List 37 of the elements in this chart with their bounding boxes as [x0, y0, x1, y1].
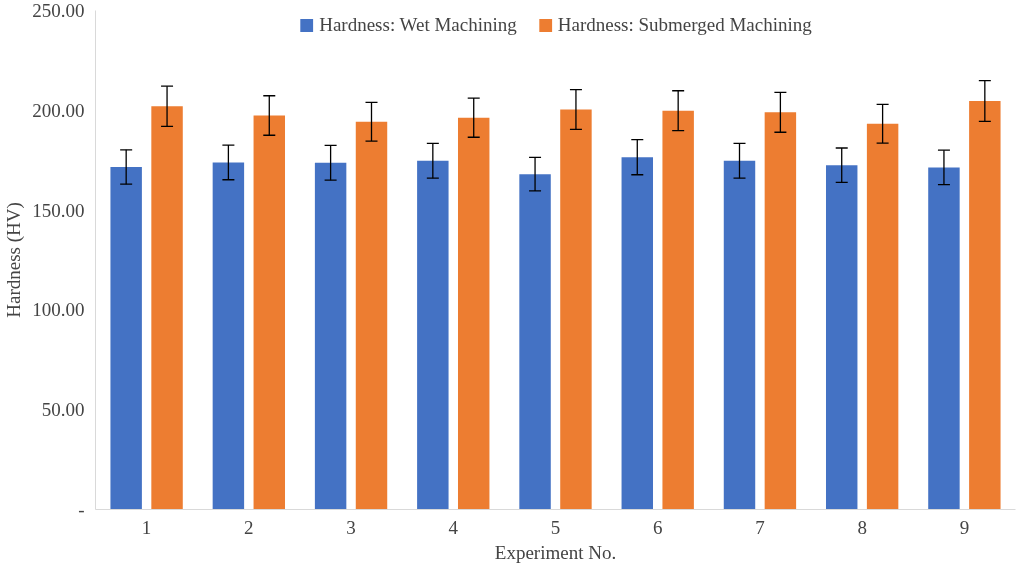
y-axis-title: Hardness (HV): [3, 202, 26, 318]
legend-label: Hardness: Submerged Machining: [557, 14, 812, 36]
bar: [928, 167, 960, 510]
x-tick-label: 6: [652, 516, 663, 538]
x-tick-label: 2: [244, 516, 254, 538]
x-tick-label: 3: [346, 516, 356, 538]
bar: [662, 110, 694, 510]
bar: [560, 109, 592, 510]
x-tick-label: 4: [448, 516, 459, 538]
x-tick-label: 8: [857, 516, 867, 538]
y-tick-label: 150.00: [32, 199, 85, 221]
bar: [969, 100, 1001, 510]
bar: [110, 166, 142, 510]
x-tick-label: 9: [959, 516, 970, 538]
bar: [826, 165, 858, 510]
bar: [355, 121, 388, 510]
bar: [253, 115, 285, 510]
bar: [458, 117, 490, 510]
legend-label: Hardness: Wet Machining: [319, 14, 517, 36]
bar: [866, 123, 899, 510]
bar: [723, 160, 756, 510]
bar: [764, 112, 797, 510]
bar: [151, 106, 183, 510]
bar: [621, 157, 653, 510]
y-tick-label: 50.00: [41, 399, 85, 421]
x-tick-label: 5: [550, 516, 561, 538]
x-tick-label: 7: [755, 516, 765, 538]
bar: [519, 174, 551, 510]
x-tick-label: 1: [141, 516, 152, 538]
y-tick-label: -: [78, 499, 85, 520]
bar: [212, 162, 245, 510]
bar: [417, 160, 449, 510]
x-axis-title: Experiment No.: [494, 541, 617, 563]
y-tick-label: 100.00: [32, 299, 85, 321]
y-tick-label: 250.00: [32, 0, 85, 21]
y-tick-label: 200.00: [32, 99, 85, 121]
bar: [314, 162, 347, 510]
